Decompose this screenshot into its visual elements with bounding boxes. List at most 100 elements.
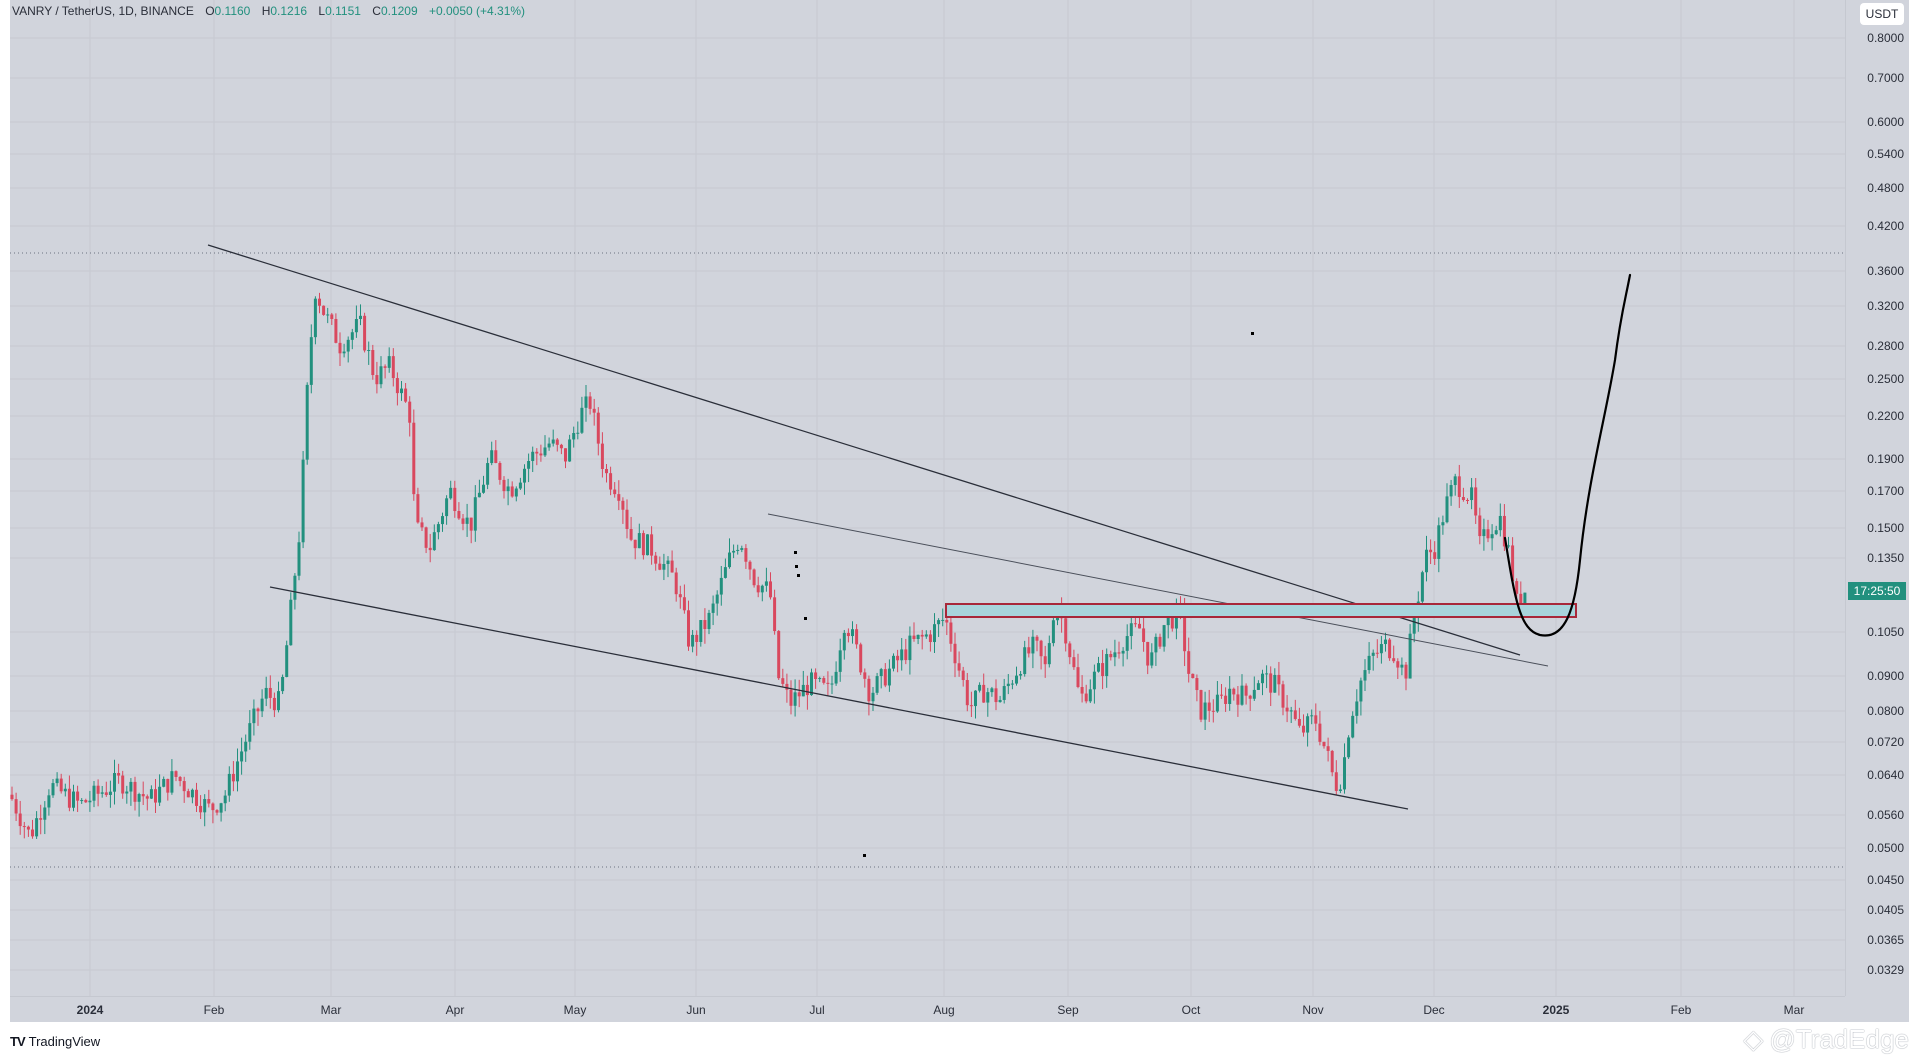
price-label: 0.5400 xyxy=(1867,147,1904,161)
candle-body xyxy=(621,500,625,510)
candle-body xyxy=(723,567,727,578)
candle-body xyxy=(547,443,551,448)
candle-body xyxy=(1121,650,1125,654)
candle-body xyxy=(1379,644,1383,654)
candle-body xyxy=(1051,620,1055,644)
candle-body xyxy=(244,741,248,752)
candle-body xyxy=(887,668,891,686)
candle-body xyxy=(863,672,867,679)
candle-body xyxy=(633,539,637,549)
candle-body xyxy=(539,453,543,456)
candle-body xyxy=(182,781,186,792)
candle-body xyxy=(1256,683,1260,690)
candle-body xyxy=(330,314,334,319)
candle-body xyxy=(231,773,235,782)
candle-body xyxy=(256,708,260,712)
candle-body xyxy=(363,315,367,351)
candle-body xyxy=(1027,647,1031,654)
candle-body xyxy=(744,548,748,562)
time-label: Aug xyxy=(933,1003,955,1017)
price-label: 0.8000 xyxy=(1867,31,1904,45)
candle-body xyxy=(338,342,342,354)
price-label: 0.6000 xyxy=(1867,115,1904,129)
candle-body xyxy=(912,635,916,640)
chart-frame[interactable]: VANRY / TetherUS, 1D, BINANCE O0.1160 H0… xyxy=(10,0,1909,1022)
candle-body xyxy=(1429,549,1433,553)
candle-body xyxy=(1047,643,1051,665)
candle-body xyxy=(1293,710,1297,719)
candle-body xyxy=(1195,678,1199,691)
candle-body xyxy=(978,684,982,691)
price-label: 0.0500 xyxy=(1867,841,1904,855)
candle-body xyxy=(441,516,444,525)
tradingview-logo[interactable]: TV TradingView xyxy=(10,1034,100,1049)
candle-body xyxy=(1043,656,1047,665)
candle-body xyxy=(908,635,912,661)
time-label: Dec xyxy=(1423,1003,1445,1017)
projection-curve[interactable] xyxy=(1503,273,1632,637)
price-label: 0.0640 xyxy=(1867,768,1904,782)
price-label: 0.1700 xyxy=(1867,484,1904,498)
price-axis[interactable]: USDT 0.8000 0.7000 0.6000 0.5400 0.4800 0.420… xyxy=(1845,0,1910,996)
candle-body xyxy=(789,689,793,706)
support-zone[interactable] xyxy=(945,603,1577,618)
candle-body xyxy=(535,451,539,454)
candle-body xyxy=(678,594,682,598)
candle-body xyxy=(1375,652,1379,654)
candle-body xyxy=(59,778,63,792)
candle-body xyxy=(941,619,945,621)
candle-body xyxy=(883,669,887,686)
candle-body xyxy=(420,522,424,528)
candle-body xyxy=(1326,746,1330,751)
currency-button[interactable]: USDT xyxy=(1860,3,1904,25)
candle-body xyxy=(1125,636,1129,651)
candle-body xyxy=(395,378,399,394)
candle-body xyxy=(1482,529,1486,537)
candle-body xyxy=(1158,636,1162,647)
candle-body xyxy=(67,788,71,808)
candle-body xyxy=(408,401,412,423)
price-label: 0.2200 xyxy=(1867,409,1904,423)
candle-body xyxy=(1076,667,1080,687)
chart-plot-area[interactable]: VANRY / TetherUS, 1D, BINANCE O0.1160 H0… xyxy=(10,0,1845,996)
candle-body xyxy=(1449,485,1453,497)
candle-body xyxy=(457,511,461,519)
candle-body xyxy=(1244,685,1248,696)
candle-body xyxy=(1371,652,1375,656)
candle-body xyxy=(1441,522,1445,526)
candle-body xyxy=(117,773,121,776)
candle-body xyxy=(1334,772,1338,791)
candle-body xyxy=(490,450,494,464)
open-value: 0.1160 xyxy=(214,4,251,18)
tradingview-brand: TradingView xyxy=(28,1034,101,1049)
candle-body xyxy=(1191,673,1195,679)
candle-body xyxy=(699,620,703,642)
candle-body xyxy=(1199,690,1203,720)
inner-resistance-line[interactable] xyxy=(767,513,1549,667)
candlestick-chart[interactable] xyxy=(10,0,1845,996)
candle-body xyxy=(1031,636,1035,654)
candle-body xyxy=(1269,673,1273,693)
candle-body xyxy=(1347,737,1351,758)
candle-body xyxy=(190,789,194,798)
candle-body xyxy=(986,692,990,703)
candle-body xyxy=(72,791,75,808)
candle-body xyxy=(449,487,453,499)
candle-body xyxy=(588,396,592,409)
candle-body xyxy=(1133,623,1137,625)
candle-body xyxy=(1170,616,1174,629)
candle-body xyxy=(354,319,358,333)
lower-trend-line[interactable] xyxy=(269,586,1409,810)
candle-body xyxy=(584,396,588,408)
candle-body xyxy=(974,690,977,707)
candle-body xyxy=(957,663,961,671)
candle-body xyxy=(92,785,96,801)
upper-trend-line[interactable] xyxy=(207,244,1521,656)
candle-body xyxy=(805,684,809,696)
candle-body xyxy=(1228,688,1232,704)
symbol-title[interactable]: VANRY / TetherUS, 1D, BINANCE xyxy=(12,4,194,18)
candle-body xyxy=(613,489,617,495)
candle-body xyxy=(1105,654,1109,677)
time-label: 2025 xyxy=(1542,1003,1570,1017)
time-axis[interactable]: 2024 Feb Mar Apr May Jun Jul Aug Sep Oct Nov Dec 202… xyxy=(10,996,1845,1023)
